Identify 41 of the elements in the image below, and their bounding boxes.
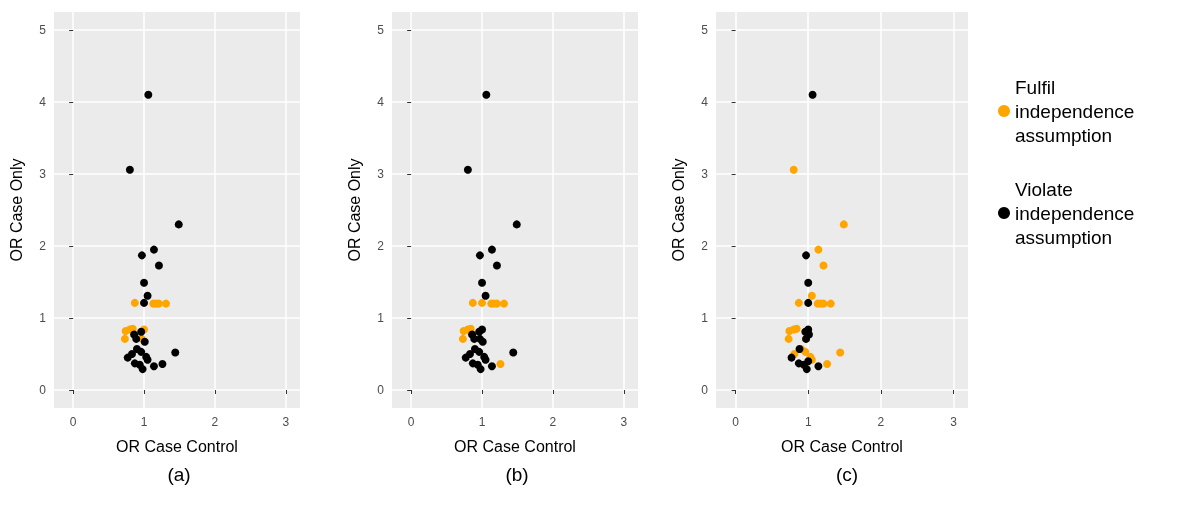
y-tick-label: 5	[701, 23, 709, 37]
y-axis-title: OR Case Only	[7, 158, 25, 262]
x-tick-label: 1	[478, 415, 486, 429]
x-tick-label: 0	[69, 415, 77, 429]
y-tick-label: 2	[39, 239, 47, 253]
y-tick-label: 1	[39, 311, 47, 325]
y-tick-label: 5	[39, 23, 47, 37]
y-tick-label: 0	[377, 383, 385, 397]
y-tick-label: 1	[377, 311, 385, 325]
y-tick-label: 0	[701, 383, 709, 397]
y-tick-label: 3	[39, 167, 47, 181]
x-axis-title: OR Case Control	[116, 437, 238, 455]
y-tick-label: 4	[377, 95, 385, 109]
y-tick-label: 5	[377, 23, 385, 37]
x-tick-label: 2	[211, 415, 219, 429]
legend-label: Fulfil independence assumption	[1015, 76, 1140, 146]
text: (c)	[835, 464, 859, 485]
x-tick-label: 0	[732, 415, 740, 429]
x-axis-title: OR Case Control	[781, 437, 903, 455]
x-tick-label: 3	[620, 415, 628, 429]
text: (b)	[505, 464, 529, 485]
x-tick-label: 1	[140, 415, 148, 429]
x-tick-label: 1	[804, 415, 812, 429]
legend-label: Violate independence assumption	[1015, 178, 1140, 248]
y-tick-label: 4	[39, 95, 47, 109]
y-tick-label: 3	[701, 167, 709, 181]
y-tick-label: 1	[701, 311, 709, 325]
y-tick-label: 2	[701, 239, 709, 253]
y-tick-label: 3	[377, 167, 385, 181]
x-tick-label: 3	[282, 415, 290, 429]
x-tick-label: 0	[407, 415, 415, 429]
y-axis-title: OR Case Only	[345, 158, 363, 262]
x-axis-title: OR Case Control	[454, 437, 576, 455]
text: (a)	[167, 464, 191, 485]
y-tick-label: 2	[377, 239, 385, 253]
y-tick-label: 0	[39, 383, 47, 397]
x-tick-label: 3	[950, 415, 958, 429]
y-axis-title: OR Case Only	[669, 158, 687, 262]
x-tick-label: 2	[877, 415, 885, 429]
y-tick-label: 4	[701, 95, 709, 109]
x-tick-label: 2	[549, 415, 557, 429]
